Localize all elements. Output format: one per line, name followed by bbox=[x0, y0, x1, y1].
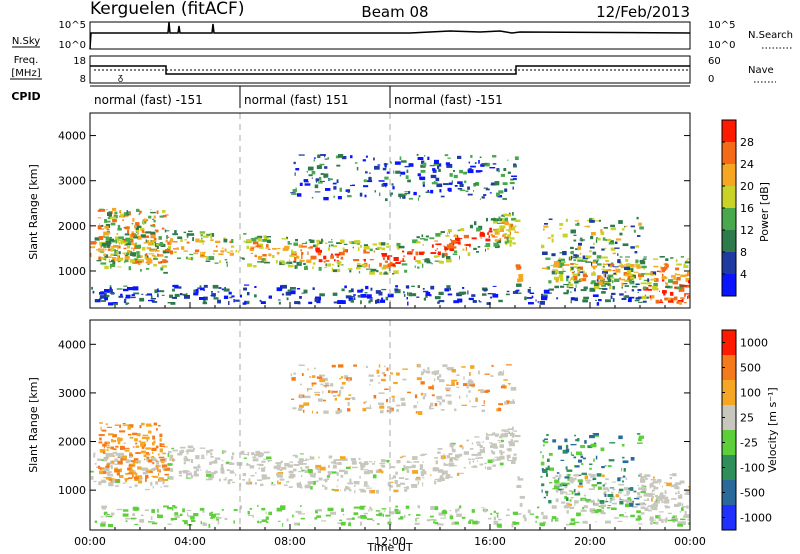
velocity-colorbar-step bbox=[722, 405, 736, 431]
power-colorbar-step bbox=[722, 164, 736, 187]
nsearch-tick-top: 10^5 bbox=[708, 20, 735, 31]
power-colorbar-label: Power [dB] bbox=[758, 182, 771, 242]
power-colorbar-step bbox=[722, 230, 736, 253]
time-tick-label: 12:00 bbox=[374, 535, 406, 548]
velocity-ytick-label: 3000 bbox=[58, 387, 86, 400]
freq-tick-bottom: 8 bbox=[80, 74, 86, 85]
cpid-panel: CPID normal (fast) -151 normal (fast) 151… bbox=[11, 85, 690, 108]
power-colorbar-step bbox=[722, 252, 736, 275]
freq-tick-top: 18 bbox=[73, 56, 86, 67]
velocity-colorbar-step bbox=[722, 455, 736, 481]
power-colorbar-step bbox=[722, 142, 736, 165]
velocity-colorbar-step bbox=[722, 330, 736, 356]
velocity-colorbar-tick: 100 bbox=[740, 387, 761, 400]
power-colorbar-tick: 16 bbox=[740, 202, 754, 215]
power-ytick-label: 1000 bbox=[58, 265, 86, 278]
nsky-label: N.Sky bbox=[12, 36, 40, 47]
velocity-colorbar-step bbox=[722, 380, 736, 406]
velocity-ytick-label: 4000 bbox=[58, 338, 86, 351]
cpid-segment-label: normal (fast) -151 bbox=[394, 93, 503, 107]
power-colorbar-tick: 4 bbox=[740, 268, 747, 281]
velocity-colorbar-tick: 500 bbox=[740, 362, 761, 375]
time-tick-label: 16:00 bbox=[474, 535, 506, 548]
time-tick-label: 00:00 bbox=[74, 535, 106, 548]
velocity-colorbar-tick: -25 bbox=[740, 437, 758, 450]
power-colorbar-step bbox=[722, 274, 736, 297]
velocity-panel: 1000 2000 3000 4000 Slant Range [km] 1000 50… bbox=[27, 302, 779, 554]
nave-spike: ᵹ bbox=[118, 73, 123, 83]
velocity-colorbar-step bbox=[722, 505, 736, 531]
power-colorbar-tick: 8 bbox=[740, 246, 747, 259]
beam-title: Beam 08 bbox=[361, 3, 428, 21]
cpid-segment-label: normal (fast) -151 bbox=[94, 93, 203, 107]
velocity-colorbar-label: Velocity [m s⁻¹] bbox=[766, 387, 779, 472]
freq-panel: ᵹ Freq. [MHz] 18 8 60 0 Nave bbox=[10, 55, 776, 85]
cpid-label: CPID bbox=[11, 90, 40, 103]
velocity-colorbar-tick: -1000 bbox=[740, 512, 772, 525]
freq-trace bbox=[90, 65, 690, 75]
power-colorbar-tick: 24 bbox=[740, 158, 754, 171]
nave-label: Nave bbox=[748, 65, 774, 76]
power-ytick-label: 3000 bbox=[58, 175, 86, 188]
power-colorbar-step bbox=[722, 120, 736, 143]
nave-tick-bottom: 0 bbox=[708, 74, 714, 85]
time-tick-label: 00:00 bbox=[674, 535, 706, 548]
power-colorbar-tick: 28 bbox=[740, 136, 754, 149]
station-title: Kerguelen (fitACF) bbox=[90, 0, 244, 19]
power-panel: 1000 2000 3000 4000 Slant Range [km] 28 24 20… bbox=[27, 112, 771, 309]
velocity-ylabel: Slant Range [km] bbox=[27, 377, 40, 473]
power-ylabel: Slant Range [km] bbox=[27, 164, 40, 260]
time-tick-label: 08:00 bbox=[274, 535, 306, 548]
velocity-colorbar-tick: -500 bbox=[740, 487, 765, 500]
velocity-colorbar-tick: 1000 bbox=[740, 337, 768, 350]
nsky-tick-top: 10^5 bbox=[59, 20, 86, 31]
cpid-segment-label: normal (fast) 151 bbox=[244, 93, 348, 107]
power-ytick-label: 4000 bbox=[58, 130, 86, 143]
nsky-trace bbox=[89, 21, 691, 50]
power-colorbar-tick: 12 bbox=[740, 224, 754, 237]
velocity-colorbar-step bbox=[722, 480, 736, 506]
time-tick-label: 20:00 bbox=[574, 535, 606, 548]
power-ytick-label: 2000 bbox=[58, 220, 86, 233]
velocity-ytick-label: 1000 bbox=[58, 484, 86, 497]
power-colorbar-tick: 20 bbox=[740, 180, 754, 193]
time-axis-label: Time UT bbox=[366, 541, 412, 554]
nave-tick-top: 60 bbox=[708, 56, 721, 67]
velocity-colorbar-step bbox=[722, 355, 736, 381]
velocity-colorbar-tick: -100 bbox=[740, 462, 765, 475]
velocity-colorbar-step bbox=[722, 430, 736, 456]
nsky-tick-bottom: 10^0 bbox=[59, 40, 86, 51]
velocity-colorbar-tick: 25 bbox=[740, 412, 754, 425]
velocity-ytick-label: 2000 bbox=[58, 436, 86, 449]
freq-label-line2: [MHz] bbox=[11, 68, 40, 79]
power-colorbar-step bbox=[722, 186, 736, 209]
nsky-panel: N.Sky 10^5 10^0 10^5 10^0 N.Search bbox=[12, 20, 793, 51]
nsearch-tick-bottom: 10^0 bbox=[708, 40, 735, 51]
date-title: 12/Feb/2013 bbox=[596, 3, 690, 21]
freq-label-line1: Freq. bbox=[14, 55, 39, 66]
nsearch-label: N.Search bbox=[748, 30, 793, 41]
time-tick-label: 04:00 bbox=[174, 535, 206, 548]
power-colorbar-step bbox=[722, 208, 736, 231]
